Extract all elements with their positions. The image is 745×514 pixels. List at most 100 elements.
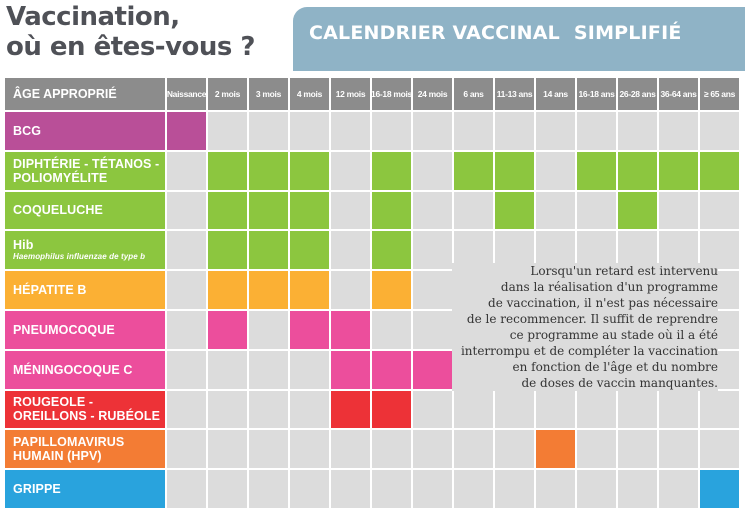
note-line: interrompu et de compléter la vaccinatio… [460, 344, 718, 358]
vaccine-name: COQUELUCHE [13, 203, 103, 218]
schedule-cell-recommended [618, 151, 657, 190]
schedule-cell-empty [413, 271, 452, 309]
schedule-cell-recommended [208, 231, 247, 270]
vaccine-row-label: DIPHTÉRIE - TÉTANOS - POLIOMYÉLITE [5, 151, 165, 190]
note-line: de vaccination, il n'est pas nécessaire [488, 296, 718, 310]
vaccine-name: PAPILLOMAVIRUS HUMAIN (HPV) [13, 435, 125, 464]
schedule-cell-empty [290, 430, 329, 469]
schedule-cell-empty [208, 390, 247, 429]
schedule-cell-empty [577, 191, 616, 230]
schedule-cell-empty [331, 151, 370, 190]
age-header-label: ÂGE APPROPRIÉ [5, 78, 165, 110]
note-line: de le recommencer. Il suffit de reprendr… [466, 312, 718, 326]
vaccine-name: BCG [13, 123, 42, 138]
schedule-cell-empty [413, 151, 452, 190]
schedule-cell-empty [659, 430, 698, 469]
schedule-cell-empty [454, 191, 493, 230]
schedule-cell-empty [495, 231, 534, 270]
vaccine-row-label: HÉPATITE B [5, 271, 165, 309]
schedule-cell-empty [536, 231, 575, 270]
title-line-1: Vaccination, [6, 2, 180, 32]
note-line: ce programme au stade où il a été [509, 328, 718, 342]
schedule-cell-empty [577, 430, 616, 469]
schedule-cell-empty [249, 350, 288, 389]
schedule-cell-empty [700, 112, 739, 150]
schedule-cell-recommended [536, 430, 575, 469]
schedule-cell-empty [577, 390, 616, 429]
vaccine-row-label: PAPILLOMAVIRUS HUMAIN (HPV) [5, 430, 165, 469]
vaccine-row-label: GRIPPE [5, 470, 165, 508]
schedule-cell-empty [290, 112, 329, 150]
schedule-cell-empty [249, 430, 288, 469]
banner-title-part-2: SIMPLIFIÉ [573, 22, 682, 44]
schedule-cell-empty [454, 390, 493, 429]
schedule-cell-recommended [700, 470, 739, 508]
schedule-cell-empty [495, 112, 534, 150]
column-header: 4 mois [290, 78, 329, 110]
schedule-cell-recommended [331, 390, 370, 429]
schedule-cell-recommended [249, 231, 288, 270]
vaccine-name: HÉPATITE B [13, 283, 87, 298]
schedule-cell-empty [413, 311, 452, 349]
schedule-cell-recommended [208, 191, 247, 230]
schedule-cell-recommended [290, 271, 329, 309]
vaccine-row-label: MÉNINGOCOQUE C [5, 350, 165, 389]
schedule-cell-recommended [577, 151, 616, 190]
schedule-cell-empty [331, 470, 370, 508]
schedule-cell-empty [167, 311, 206, 349]
banner-title-part-1: CALENDRIER VACCINAL [309, 22, 560, 44]
schedule-cell-empty [495, 390, 534, 429]
schedule-cell-empty [618, 112, 657, 150]
column-header: 16-18 ans [577, 78, 616, 110]
column-header: 26-28 ans [618, 78, 657, 110]
schedule-cell-empty [413, 191, 452, 230]
schedule-cell-empty [331, 112, 370, 150]
schedule-cell-empty [208, 470, 247, 508]
schedule-cell-empty [618, 430, 657, 469]
schedule-cell-empty [372, 112, 411, 150]
schedule-cell-recommended [167, 112, 206, 150]
schedule-cell-recommended [331, 311, 370, 349]
schedule-cell-empty [413, 231, 452, 270]
vaccine-name: Hib [13, 238, 34, 253]
schedule-cell-empty [659, 191, 698, 230]
schedule-cell-recommended [700, 151, 739, 190]
schedule-cell-recommended [290, 231, 329, 270]
banner-title: CALENDRIER VACCINAL SIMPLIFIÉ [309, 22, 682, 44]
schedule-cell-empty [249, 470, 288, 508]
schedule-cell-recommended [413, 350, 452, 389]
schedule-cell-empty [618, 231, 657, 270]
column-header: 3 mois [249, 78, 288, 110]
schedule-cell-empty [659, 231, 698, 270]
schedule-cell-empty [659, 390, 698, 429]
schedule-cell-recommended [290, 151, 329, 190]
schedule-cell-empty [454, 231, 493, 270]
schedule-cell-empty [618, 390, 657, 429]
column-header: ≥ 65 ans [700, 78, 739, 110]
schedule-cell-recommended [208, 151, 247, 190]
schedule-cell-empty [700, 430, 739, 469]
schedule-cell-empty [536, 390, 575, 429]
schedule-cell-empty [167, 151, 206, 190]
vaccine-name: ROUGEOLE - OREILLONS - RUBÉOLE [13, 395, 161, 424]
schedule-cell-empty [618, 470, 657, 508]
schedule-cell-empty [331, 231, 370, 270]
schedule-cell-empty [413, 470, 452, 508]
column-header: 12 mois [331, 78, 370, 110]
schedule-cell-empty [167, 390, 206, 429]
schedule-cell-empty [536, 151, 575, 190]
schedule-cell-empty [495, 430, 534, 469]
schedule-cell-empty [536, 112, 575, 150]
schedule-cell-recommended [659, 151, 698, 190]
schedule-cell-empty [331, 191, 370, 230]
note-line: Lorsqu'un retard est intervenu [530, 264, 718, 278]
vaccine-row-label: Hib Haemophilus influenzae de type b [5, 231, 165, 270]
schedule-cell-empty [208, 112, 247, 150]
schedule-cell-recommended [372, 390, 411, 429]
title-line-2: où en êtes-vous ? [6, 32, 256, 62]
vaccine-name: DIPHTÉRIE - TÉTANOS - POLIOMYÉLITE [13, 156, 160, 185]
schedule-cell-recommended [372, 231, 411, 270]
schedule-cell-empty [454, 470, 493, 508]
schedule-cell-empty [372, 470, 411, 508]
schedule-cell-empty [167, 470, 206, 508]
